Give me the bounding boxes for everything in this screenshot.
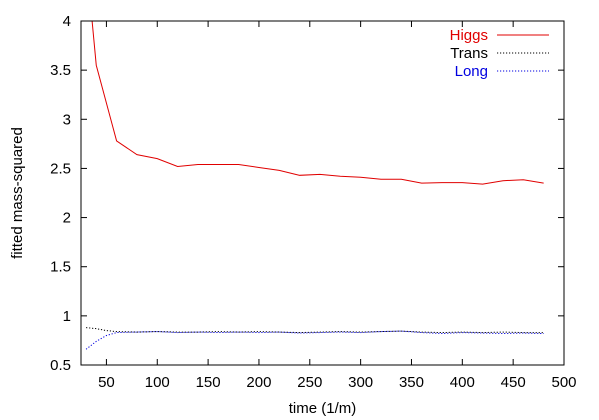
x-tick-label: 450	[501, 374, 526, 391]
x-tick-label: 500	[551, 374, 576, 391]
y-tick-label: 2	[63, 210, 71, 227]
series-line-long	[85, 330, 544, 350]
x-tick-label: 50	[98, 374, 115, 391]
legend-label-trans: Trans	[450, 45, 488, 62]
legend-label-long: Long	[455, 63, 488, 80]
y-tick-label: 4	[63, 13, 71, 30]
x-tick-label: 250	[297, 374, 322, 391]
x-tick-label: 200	[246, 374, 271, 391]
x-tick-label: 150	[196, 374, 221, 391]
x-tick-label: 350	[399, 374, 424, 391]
x-axis-title: time (1/m)	[289, 400, 357, 417]
y-tick-label: 2.5	[50, 160, 71, 177]
y-tick-label: 3.5	[50, 62, 71, 79]
plot-frame	[80, 20, 565, 366]
series-layer	[85, 21, 544, 350]
x-tick-label: 100	[145, 374, 170, 391]
axis-ticks	[81, 20, 565, 366]
tick-labels: 50 100 150 200 250 300 350 400 450 500 0.5 1 1.5 2 2.5…	[50, 13, 576, 391]
series-line-trans	[86, 327, 544, 334]
x-tick-label: 400	[450, 374, 475, 391]
y-tick-label: 0.5	[50, 357, 71, 374]
legend-label-higgs: Higgs	[450, 27, 488, 44]
y-tick-label: 1	[63, 308, 71, 325]
y-axis-title: fitted mass-squared	[9, 127, 26, 259]
y-tick-label: 1.5	[50, 259, 71, 276]
x-tick-label: 300	[348, 374, 373, 391]
y-tick-label: 3	[63, 111, 71, 128]
series-line-higgs	[91, 21, 544, 185]
